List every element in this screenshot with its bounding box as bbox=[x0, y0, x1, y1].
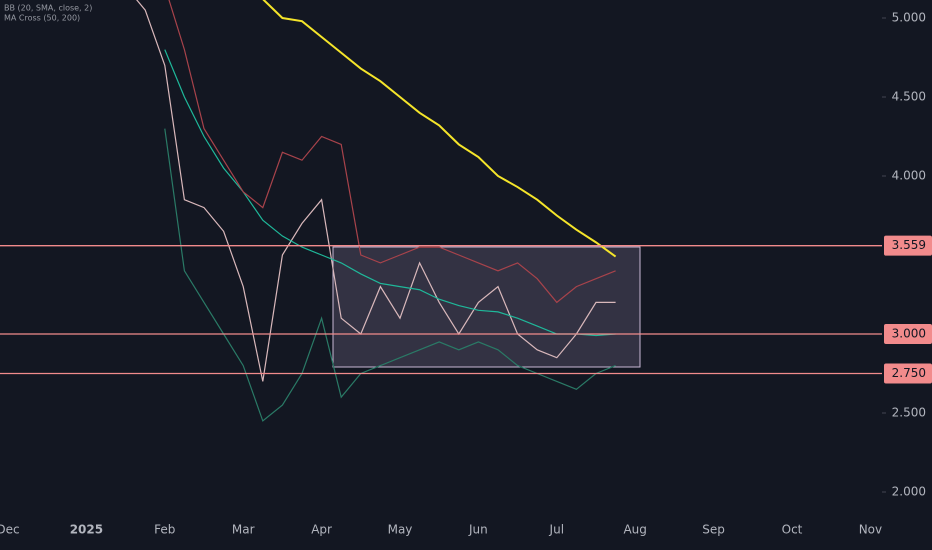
x-tick-label: Dec bbox=[0, 523, 20, 537]
x-tick-label: May bbox=[388, 523, 413, 537]
series-line bbox=[168, 0, 616, 304]
series-line bbox=[164, 128, 616, 422]
level-label-box bbox=[884, 235, 932, 256]
x-tick-label: Sep bbox=[702, 523, 725, 537]
indicator-label: MA Cross (50, 200) bbox=[4, 14, 80, 23]
x-tick-label: Mar bbox=[232, 523, 255, 537]
y-tick-label: 2.000 bbox=[892, 484, 926, 498]
series-line bbox=[136, 0, 616, 382]
level-label: 3.000 bbox=[892, 326, 926, 340]
level-label: 3.559 bbox=[892, 238, 926, 252]
plot-area bbox=[136, 0, 617, 422]
x-tick-label: Jul bbox=[549, 523, 564, 537]
x-tick-label: Nov bbox=[859, 523, 882, 537]
x-tick-label: Feb bbox=[154, 523, 175, 537]
series-line bbox=[262, 0, 617, 258]
indicator-label: BB (20, SMA, close, 2) bbox=[4, 4, 92, 13]
x-tick-label: Aug bbox=[623, 523, 646, 537]
range-box bbox=[332, 246, 641, 368]
x-tick-label: Jun bbox=[468, 523, 488, 537]
series-line bbox=[164, 49, 616, 337]
level-label: 2.750 bbox=[892, 366, 926, 380]
level-label-box bbox=[884, 323, 932, 344]
y-tick-label: 2.500 bbox=[892, 405, 926, 419]
y-tick-label: 5.000 bbox=[892, 11, 926, 25]
y-tick-label: 4.500 bbox=[892, 90, 926, 104]
x-tick-label: Oct bbox=[782, 523, 803, 537]
x-tick-label: Apr bbox=[311, 523, 332, 537]
x-tick-label: 2025 bbox=[70, 523, 103, 537]
level-label-box bbox=[884, 363, 932, 384]
y-tick-label: 4.000 bbox=[892, 169, 926, 183]
